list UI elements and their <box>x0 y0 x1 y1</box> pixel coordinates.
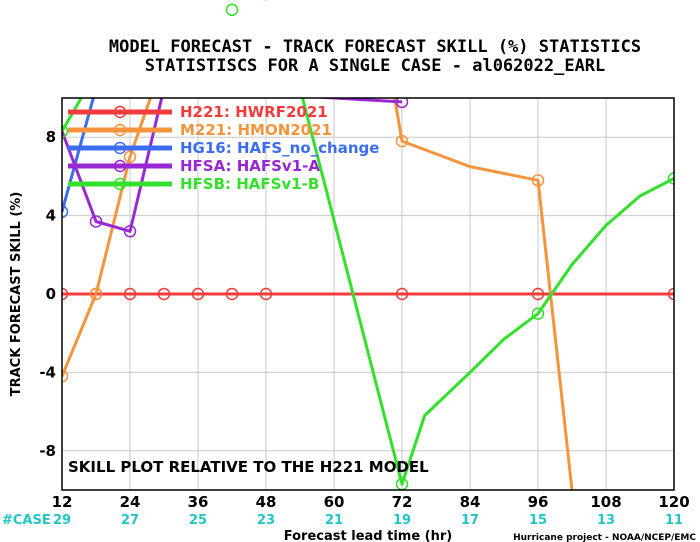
data-point-hfsb <box>91 67 102 78</box>
data-point-hfsa <box>123 225 137 238</box>
data-point-hfsb <box>531 307 545 320</box>
x-tick-label: 96 <box>528 493 549 511</box>
y-tick-label: 0 <box>46 285 56 303</box>
x-axis-label: Forecast lead time (hr) <box>284 529 452 542</box>
case-counts: 29 27 25 23 21 19 17 15 13 11 <box>53 513 683 528</box>
credit-text: Hurricane project - NOAA/NCEP/EMC <box>513 533 696 542</box>
case-count: 19 <box>393 513 411 528</box>
legend-entry: H221: HWRF2021 <box>180 103 328 121</box>
data-point-h221 <box>191 287 205 301</box>
case-count: 21 <box>325 513 343 528</box>
offscale-marker <box>225 3 239 17</box>
data-point-h221 <box>62 287 69 301</box>
data-point-hfsb <box>667 172 674 185</box>
offscale-markers <box>225 0 269 17</box>
data-point-h221 <box>667 287 674 301</box>
case-count: 23 <box>257 513 275 528</box>
data-point-hfsa <box>89 215 103 228</box>
y-tick-label: 4 <box>46 207 56 225</box>
legend-entry: HFSB: HAFSv1-B <box>180 175 319 193</box>
data-point-m221 <box>123 150 137 164</box>
data-point-hfsa <box>395 98 409 109</box>
chart-subtitle: STATISTISCS FOR A SINGLE CASE - al062022… <box>145 56 606 76</box>
data-point-m221 <box>531 174 545 187</box>
data-point-m221 <box>62 370 69 383</box>
case-count: 27 <box>121 513 139 528</box>
series-line-hfsa <box>62 98 403 233</box>
case-count: 29 <box>53 513 71 528</box>
x-tick-label: 12 <box>52 493 73 511</box>
data-point-h221 <box>259 287 273 301</box>
series-group <box>62 67 674 490</box>
x-tick-label: 84 <box>460 493 481 511</box>
legend-marker <box>113 123 127 137</box>
series-line-hfsb <box>62 98 674 486</box>
plot-frame <box>61 97 675 491</box>
data-point-m221 <box>89 287 103 301</box>
data-point-h221 <box>531 287 545 301</box>
x-tick-label: 36 <box>188 493 209 511</box>
case-count: 11 <box>665 513 683 528</box>
data-point-hg16 <box>62 205 69 218</box>
legend-entry: M221: HMON2021 <box>180 121 332 139</box>
data-point-h221 <box>395 287 409 301</box>
x-tick-label: 108 <box>590 493 621 511</box>
x-tick-label: 72 <box>392 493 413 511</box>
y-tick-label: -4 <box>39 363 56 381</box>
data-point-h221 <box>225 287 239 301</box>
case-label: #CASE <box>2 513 51 528</box>
legend-marker <box>113 159 127 173</box>
series-line-m221 <box>62 98 574 490</box>
case-count: 15 <box>529 513 547 528</box>
y-tick-labels: -8 -4 0 4 8 <box>39 128 56 460</box>
skill-note: SKILL PLOT RELATIVE TO THE H221 MODEL <box>68 458 429 476</box>
legend-entry: HG16: HAFS_no_change <box>180 139 379 157</box>
x-tick-label: 60 <box>324 493 345 511</box>
data-point-hfsb <box>62 125 69 138</box>
case-count: 13 <box>597 513 615 528</box>
data-point-hg16 <box>91 83 102 94</box>
data-point-hfsa <box>159 83 170 94</box>
x-tick-label: 48 <box>256 493 277 511</box>
legend-marker <box>113 141 127 155</box>
x-tick-labels: 12 24 36 48 60 72 84 96 108 120 <box>52 493 690 511</box>
data-point-h221 <box>157 287 171 301</box>
legend-entry: HFSA: HAFSv1-A <box>180 157 320 175</box>
chart-title: MODEL FORECAST - TRACK FORECAST SKILL (%… <box>109 37 641 57</box>
y-tick-label: -8 <box>39 442 56 460</box>
y-tick-label: 8 <box>46 128 56 146</box>
data-point-h221 <box>123 287 137 301</box>
series-line-hg16 <box>62 98 95 213</box>
legend-marker <box>113 177 127 191</box>
case-count: 17 <box>461 513 479 528</box>
case-count: 25 <box>189 513 207 528</box>
legend-marker <box>113 105 127 119</box>
data-point-m221 <box>395 134 409 148</box>
y-axis-label: TRACK FORECAST SKILL (%) <box>9 192 24 397</box>
x-tick-label: 120 <box>658 493 689 511</box>
x-tick-label: 24 <box>120 493 141 511</box>
